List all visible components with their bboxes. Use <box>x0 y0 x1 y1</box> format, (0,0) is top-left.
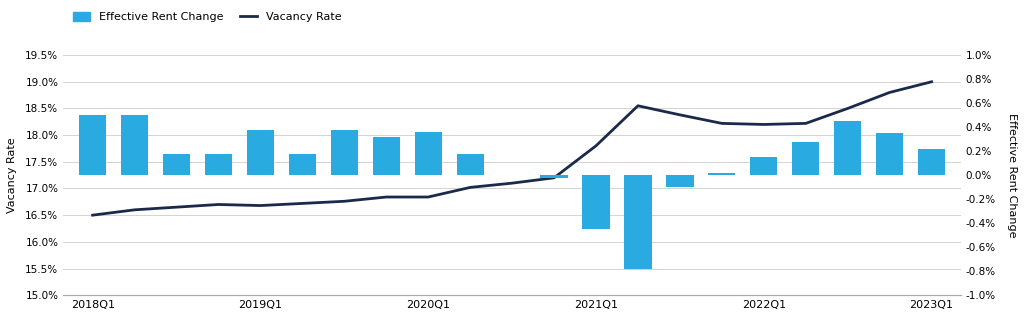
Bar <box>583 175 609 229</box>
Vacancy Rate <box>632 104 644 108</box>
Bar <box>373 137 400 175</box>
Vacancy Rate <box>86 213 98 217</box>
Vacancy Rate <box>800 121 812 125</box>
Vacancy Rate <box>548 176 560 180</box>
Bar <box>751 157 777 175</box>
Bar <box>625 175 651 269</box>
Bar <box>163 153 190 175</box>
Vacancy Rate <box>212 203 224 206</box>
Bar <box>331 130 358 175</box>
Line: Vacancy Rate: Vacancy Rate <box>92 82 932 215</box>
Vacancy Rate <box>716 121 728 125</box>
Vacancy Rate <box>758 123 770 126</box>
Bar <box>289 153 316 175</box>
Vacancy Rate <box>590 144 602 148</box>
Bar <box>247 130 274 175</box>
Bar <box>79 115 106 175</box>
Bar <box>835 121 861 175</box>
Vacancy Rate <box>128 208 140 212</box>
Vacancy Rate <box>296 202 308 205</box>
Legend: Effective Rent Change, Vacancy Rate: Effective Rent Change, Vacancy Rate <box>69 8 346 27</box>
Vacancy Rate <box>380 195 392 199</box>
Vacancy Rate <box>926 80 938 84</box>
Bar <box>876 133 903 175</box>
Vacancy Rate <box>422 195 434 199</box>
Vacancy Rate <box>842 107 854 110</box>
Y-axis label: Effective Rent Change: Effective Rent Change <box>1007 113 1017 237</box>
Bar <box>121 115 148 175</box>
Vacancy Rate <box>506 181 518 185</box>
Vacancy Rate <box>170 205 182 209</box>
Bar <box>918 149 945 175</box>
Bar <box>541 175 567 178</box>
Vacancy Rate <box>464 185 476 189</box>
Bar <box>667 175 693 187</box>
Bar <box>415 132 441 175</box>
Bar <box>793 141 819 175</box>
Bar <box>457 153 483 175</box>
Bar <box>709 173 735 175</box>
Bar <box>205 153 232 175</box>
Vacancy Rate <box>254 204 266 207</box>
Vacancy Rate <box>674 113 686 117</box>
Vacancy Rate <box>338 199 350 203</box>
Vacancy Rate <box>884 91 896 94</box>
Y-axis label: Vacancy Rate: Vacancy Rate <box>7 137 17 213</box>
